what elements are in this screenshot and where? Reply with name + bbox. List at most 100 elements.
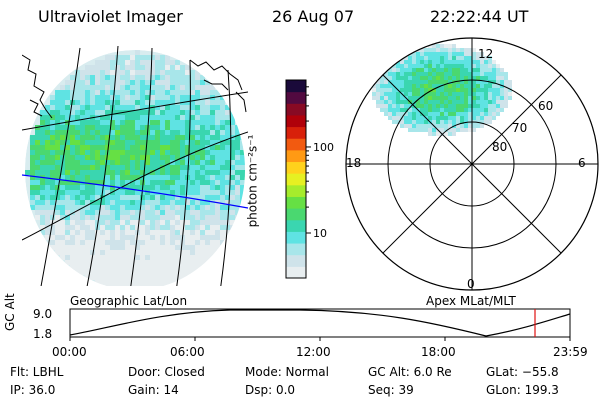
aurora-pixel bbox=[95, 90, 100, 95]
polar-aurora-pixel bbox=[416, 100, 420, 104]
polar-aurora-pixel bbox=[492, 84, 496, 88]
polar-aurora-pixel bbox=[492, 96, 496, 100]
aurora-pixel bbox=[140, 265, 145, 270]
aurora-pixel bbox=[155, 255, 160, 260]
aurora-pixel bbox=[45, 155, 50, 160]
polar-aurora-pixel bbox=[388, 104, 392, 108]
aurora-pixel bbox=[170, 90, 175, 95]
aurora-pixel bbox=[200, 180, 205, 185]
aurora-pixel bbox=[30, 155, 35, 160]
aurora-pixel bbox=[115, 140, 120, 145]
aurora-pixel bbox=[75, 265, 80, 270]
polar-aurora-pixel bbox=[392, 96, 396, 100]
aurora-pixel bbox=[50, 170, 55, 175]
polar-aurora-pixel bbox=[416, 64, 420, 68]
polar-aurora-pixel bbox=[412, 56, 416, 60]
polar-aurora-pixel bbox=[436, 52, 440, 56]
aurora-pixel bbox=[205, 205, 210, 210]
colorbar-swatch bbox=[286, 266, 306, 279]
aurora-pixel bbox=[60, 105, 65, 110]
aurora-pixel bbox=[160, 190, 165, 195]
aurora-pixel bbox=[135, 50, 140, 55]
aurora-pixel bbox=[30, 180, 35, 185]
longitude-line bbox=[86, 46, 119, 286]
aurora-pixel bbox=[185, 65, 190, 70]
aurora-pixel bbox=[150, 90, 155, 95]
polar-aurora-pixel bbox=[440, 56, 444, 60]
aurora-pixel bbox=[160, 130, 165, 135]
aurora-pixel bbox=[205, 230, 210, 235]
colorbar-swatch bbox=[286, 219, 306, 232]
aurora-pixel bbox=[105, 210, 110, 215]
aurora-pixel bbox=[25, 170, 30, 175]
aurora-pixel bbox=[95, 220, 100, 225]
polar-aurora-pixel bbox=[504, 88, 508, 92]
polar-aurora-pixel bbox=[404, 72, 408, 76]
polar-aurora-pixel bbox=[504, 104, 508, 108]
polar-aurora-pixel bbox=[440, 120, 444, 124]
aurora-pixel bbox=[70, 135, 75, 140]
aurora-pixel bbox=[70, 165, 75, 170]
aurora-pixel bbox=[180, 210, 185, 215]
polar-aurora-pixel bbox=[428, 128, 432, 132]
polar-aurora-pixel bbox=[388, 72, 392, 76]
aurora-pixel bbox=[135, 255, 140, 260]
aurora-pixel bbox=[185, 125, 190, 130]
aurora-pixel bbox=[155, 200, 160, 205]
aurora-pixel bbox=[155, 155, 160, 160]
aurora-pixel bbox=[75, 235, 80, 240]
polar-aurora-pixel bbox=[444, 64, 448, 68]
polar-aurora-pixel bbox=[420, 128, 424, 132]
aurora-pixel bbox=[160, 110, 165, 115]
polar-aurora-pixel bbox=[412, 68, 416, 72]
aurora-pixel bbox=[70, 235, 75, 240]
aurora-pixel bbox=[70, 75, 75, 80]
polar-aurora-pixel bbox=[488, 112, 492, 116]
aurora-pixel bbox=[185, 265, 190, 270]
aurora-pixel bbox=[220, 125, 225, 130]
aurora-pixel bbox=[140, 135, 145, 140]
aurora-pixel bbox=[105, 120, 110, 125]
aurora-pixel bbox=[135, 275, 140, 280]
aurora-pixel bbox=[95, 275, 100, 280]
aurora-pixel bbox=[45, 125, 50, 130]
polar-aurora-pixel bbox=[436, 84, 440, 88]
aurora-pixel bbox=[220, 135, 225, 140]
aurora-pixel bbox=[155, 175, 160, 180]
aurora-pixel bbox=[185, 85, 190, 90]
polar-plot bbox=[345, 37, 599, 291]
aurora-pixel bbox=[130, 75, 135, 80]
aurora-pixel bbox=[155, 235, 160, 240]
aurora-pixel bbox=[155, 85, 160, 90]
aurora-pixel bbox=[35, 155, 40, 160]
polar-aurora-pixel bbox=[504, 80, 508, 84]
aurora-pixel bbox=[190, 195, 195, 200]
aurora-pixel bbox=[165, 270, 170, 275]
polar-aurora-pixel bbox=[484, 84, 488, 88]
aurora-pixel bbox=[205, 240, 210, 245]
aurora-pixel bbox=[135, 225, 140, 230]
aurora-pixel bbox=[95, 85, 100, 90]
aurora-pixel bbox=[155, 145, 160, 150]
polar-aurora-pixel bbox=[424, 108, 428, 112]
polar-aurora-pixel bbox=[452, 128, 456, 132]
aurora-pixel bbox=[215, 105, 220, 110]
aurora-pixel bbox=[185, 165, 190, 170]
polar-aurora-pixel bbox=[492, 64, 496, 68]
aurora-pixel bbox=[180, 275, 185, 280]
polar-aurora-pixel bbox=[440, 96, 444, 100]
aurora-pixel bbox=[45, 185, 50, 190]
aurora-pixel bbox=[50, 195, 55, 200]
polar-aurora-pixel bbox=[396, 84, 400, 88]
aurora-pixel bbox=[85, 120, 90, 125]
aurora-pixel bbox=[110, 70, 115, 75]
aurora-pixel bbox=[170, 165, 175, 170]
aurora-pixel bbox=[165, 140, 170, 145]
aurora-pixel bbox=[125, 230, 130, 235]
aurora-pixel bbox=[95, 60, 100, 65]
aurora-pixel bbox=[185, 270, 190, 275]
aurora-pixel bbox=[200, 205, 205, 210]
aurora-pixel bbox=[90, 235, 95, 240]
aurora-pixel bbox=[90, 260, 95, 265]
polar-aurora-pixel bbox=[396, 76, 400, 80]
